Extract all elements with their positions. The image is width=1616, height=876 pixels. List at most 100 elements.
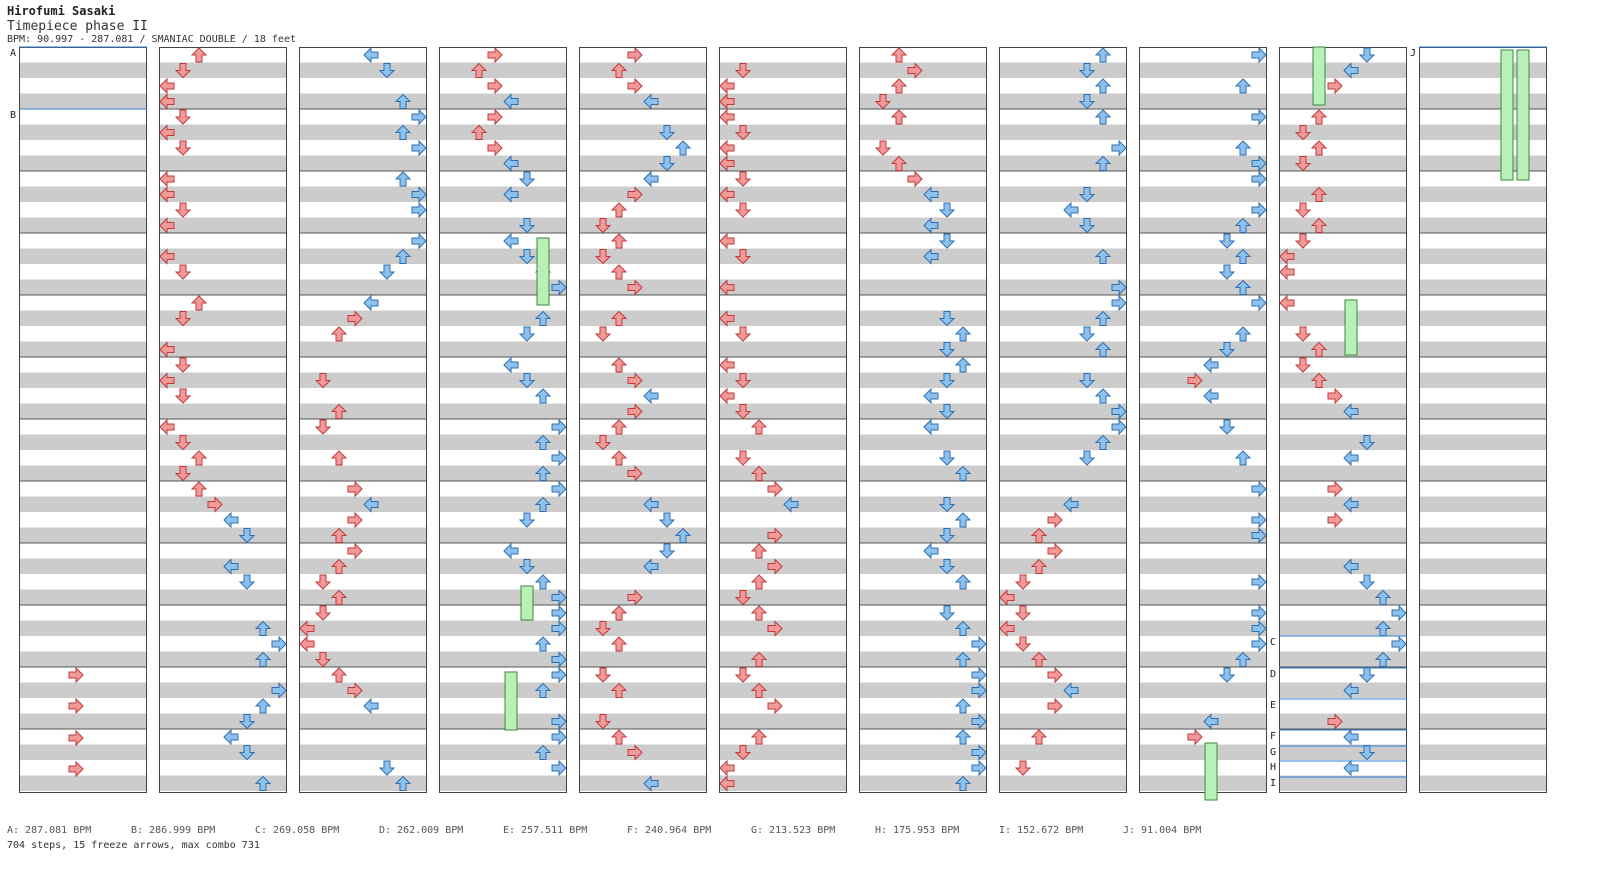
step-arrow: [1251, 108, 1267, 126]
step-arrow: [923, 186, 939, 203]
step-arrow: [971, 713, 987, 730]
step-arrow: [1047, 542, 1063, 560]
step-arrow: [890, 155, 908, 171]
beat-stripe: [439, 620, 567, 636]
step-arrow: [658, 512, 676, 528]
beat-stripe: [299, 527, 427, 543]
chart-column: [159, 47, 287, 793]
beat-stripe: [1419, 775, 1547, 791]
step-arrow: [174, 264, 192, 280]
beat-stripe: [299, 310, 427, 326]
step-arrow: [643, 558, 659, 575]
column-frame: [439, 47, 567, 793]
beat-stripe: [299, 713, 427, 729]
step-arrow: [314, 605, 332, 621]
beat-stripe: [719, 124, 847, 140]
beat-stripe: [159, 651, 287, 667]
beat-stripe: [159, 62, 287, 78]
step-arrow: [1251, 511, 1267, 529]
step-arrow: [1310, 109, 1328, 125]
step-arrow: [1251, 170, 1267, 188]
column-frame: [579, 47, 707, 793]
step-arrow: [1294, 233, 1312, 249]
step-arrow: [1063, 496, 1079, 513]
step-arrow: [503, 232, 519, 250]
beat-stripe: [719, 682, 847, 698]
step-arrow: [254, 775, 272, 791]
step-arrow: [190, 47, 208, 63]
beat-stripe: [159, 558, 287, 574]
bpm-change-c: C: 269.058 BPM: [255, 825, 340, 836]
step-arrow: [518, 171, 536, 187]
step-arrow: [223, 511, 239, 529]
step-arrow: [347, 480, 363, 498]
beat-stripe: [159, 341, 287, 357]
step-arrow: [750, 574, 768, 590]
step-arrow: [551, 449, 567, 467]
step-arrow: [890, 109, 908, 125]
beat-stripe: [859, 434, 987, 450]
beat-stripe: [19, 558, 147, 574]
step-arrow: [954, 465, 972, 481]
step-arrow: [534, 434, 552, 450]
bpm-change-g: G: 213.523 BPM: [751, 825, 836, 836]
column-frame: [719, 47, 847, 793]
beat-stripe: [999, 589, 1127, 605]
step-arrow: [503, 542, 519, 560]
step-arrow: [363, 496, 379, 513]
step-arrow: [750, 543, 768, 559]
step-arrow: [1310, 217, 1328, 233]
step-arrow: [938, 373, 956, 389]
freeze-arrow: [1204, 742, 1218, 801]
beat-stripe: [579, 496, 707, 512]
step-arrow: [1094, 310, 1112, 326]
bpm-change-marker: C: [1270, 637, 1276, 648]
step-arrow: [734, 667, 752, 683]
beat-stripe: [299, 775, 427, 791]
beat-stripe: [439, 279, 567, 295]
step-arrow: [190, 295, 208, 311]
step-arrow: [923, 542, 939, 560]
step-arrow: [1310, 140, 1328, 156]
step-arrow: [971, 682, 987, 699]
step-arrow: [503, 155, 519, 172]
step-arrow: [1343, 496, 1359, 513]
beat-stripe: [579, 589, 707, 605]
step-arrow: [330, 527, 348, 543]
step-arrow: [394, 171, 412, 187]
beat-stripe: [719, 310, 847, 326]
beat-stripe: [859, 93, 987, 109]
step-arrow: [394, 93, 412, 109]
step-arrow: [1078, 326, 1096, 342]
beat-stripe: [299, 651, 427, 667]
beat-stripe: [719, 248, 847, 264]
beat-stripe: [299, 403, 427, 419]
step-arrow: [159, 93, 175, 110]
bpm-change-h: H: 175.953 BPM: [875, 825, 960, 836]
step-arrow: [551, 480, 567, 498]
step-arrow: [719, 387, 735, 405]
bpm-change-marker: A: [10, 48, 16, 59]
beat-stripe: [1419, 372, 1547, 388]
chart-column: [1139, 46, 1267, 793]
beat-stripe: [719, 713, 847, 729]
beat-stripe: [439, 682, 567, 698]
column-frame: [999, 47, 1127, 793]
beat-stripe: [1419, 341, 1547, 357]
beat-stripe: [1139, 372, 1267, 388]
step-arrow: [999, 620, 1015, 637]
beat-stripe: [859, 62, 987, 78]
beat-stripe: [159, 465, 287, 481]
step-arrow: [223, 728, 239, 746]
beat-stripe: [1279, 713, 1407, 729]
beat-stripe: [439, 217, 567, 233]
beat-stripe: [1139, 651, 1267, 667]
beat-stripe: [19, 341, 147, 357]
step-arrow: [610, 357, 628, 373]
step-arrow: [938, 311, 956, 327]
beat-stripe: [19, 93, 147, 109]
beat-stripe: [1139, 496, 1267, 512]
beat-stripe: [579, 372, 707, 388]
step-arrow: [874, 140, 892, 156]
beat-stripe: [1419, 744, 1547, 760]
